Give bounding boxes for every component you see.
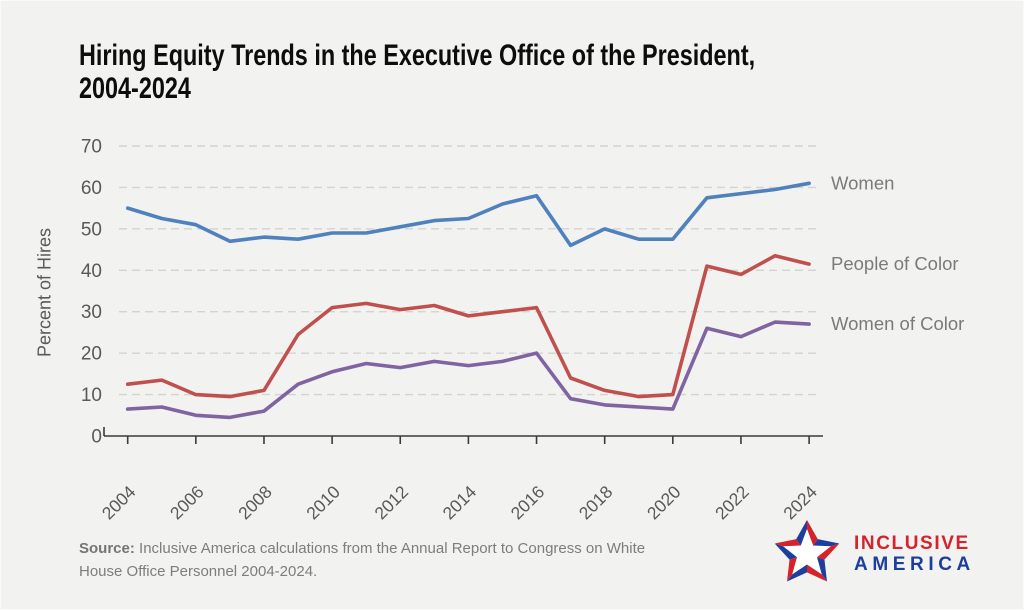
x-tick-label-2018: 2018 (575, 482, 617, 524)
y-tick-label-20: 20 (81, 344, 102, 365)
x-tick-label-2008: 2008 (234, 482, 276, 524)
y-tick-label-70: 70 (81, 136, 102, 157)
y-tick-label-30: 30 (81, 302, 102, 323)
x-tick-label-2024: 2024 (779, 482, 821, 524)
chart-title: Hiring Equity Trends in the Executive Of… (79, 39, 937, 105)
x-tick-label-2006: 2006 (166, 482, 208, 524)
x-tick-label-2004: 2004 (98, 482, 140, 524)
chart-title-line-1: Hiring Equity Trends in the Executive Of… (79, 39, 756, 72)
logo-word-inclusive: INCLUSIVE (854, 533, 970, 554)
logo-word-america: AMERICA (854, 554, 975, 575)
y-tick-label-40: 40 (81, 261, 102, 282)
x-tick-label-2012: 2012 (370, 482, 412, 524)
series-label-women: Women (831, 172, 894, 193)
y-tick-label-10: 10 (81, 385, 102, 406)
star-pinwheel-icon (774, 520, 840, 582)
series-label-women-of-color: Women of Color (831, 313, 964, 334)
y-tick-label-50: 50 (81, 219, 102, 240)
star-white-center (783, 528, 831, 575)
x-tick-label-2022: 2022 (711, 482, 753, 524)
x-tick-label-2020: 2020 (643, 482, 685, 524)
chart-title-line-2: 2004-2024 (79, 72, 191, 105)
source-label: Source: (79, 540, 135, 557)
x-tick-label-2016: 2016 (507, 482, 549, 524)
series-label-people-of-color: People of Color (831, 253, 959, 274)
logo-wordmark: INCLUSIVE AMERICA (854, 533, 975, 575)
source-note: Source: Inclusive America calculations f… (79, 537, 659, 583)
inclusive-america-logo: INCLUSIVE AMERICA (773, 520, 975, 588)
x-tick-label-2010: 2010 (302, 482, 344, 524)
x-tick-label-2014: 2014 (439, 482, 481, 524)
series-line-women (125, 181, 811, 248)
y-tick-label-60: 60 (81, 178, 102, 199)
series-line-people-of-color (125, 254, 811, 399)
y-tick-label-0: 0 (91, 427, 102, 448)
series-line-women-of-color (125, 320, 811, 420)
source-text: Inclusive America calculations from the … (79, 540, 646, 580)
